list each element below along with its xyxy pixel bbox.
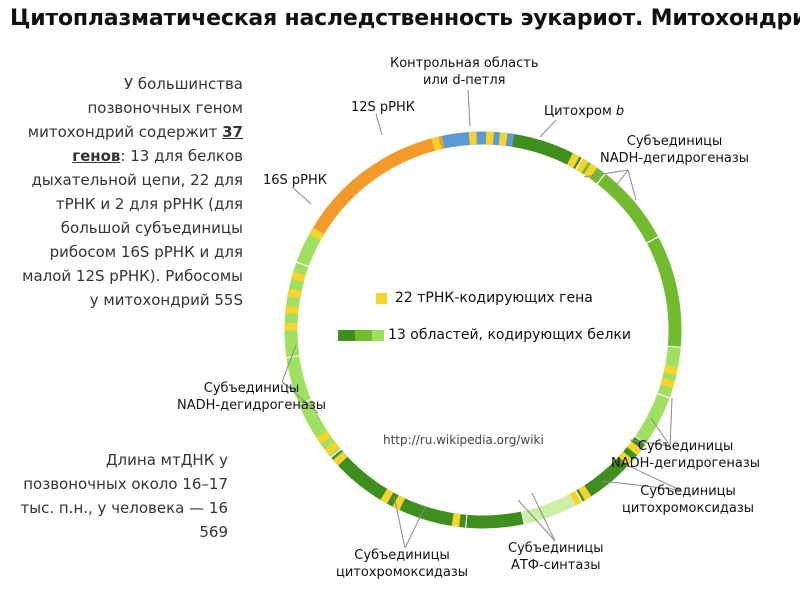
ring-cytochrome-b bbox=[511, 133, 583, 170]
leader-line bbox=[619, 461, 681, 491]
leader-line bbox=[583, 169, 629, 178]
label-nadh-left-line1: Субъединицы bbox=[203, 381, 300, 396]
legend-protein-label: 13 областей, кодирующих белки bbox=[388, 327, 631, 343]
ring-nadh-right-upper bbox=[575, 158, 682, 348]
label-nadh-right: Субъединицы NADH-дегидрогеназы bbox=[611, 438, 760, 472]
ring-trna-gene bbox=[309, 227, 325, 241]
label-leader-lines bbox=[281, 89, 681, 549]
label-nadh-left: Субъединицы NADH-дегидрогеназы bbox=[177, 380, 326, 414]
label-control-region: Контрольная область или d-петля bbox=[390, 55, 538, 89]
ring-nadh-right-lower bbox=[634, 346, 681, 444]
ring-trna-gene bbox=[316, 430, 332, 445]
leader-line bbox=[375, 113, 383, 136]
ring-trna-gene bbox=[380, 488, 394, 504]
ring-segment-separator bbox=[575, 490, 583, 503]
ring-16s-rrna bbox=[311, 158, 391, 238]
ring-trna-gene bbox=[575, 157, 589, 173]
label-cox-bottom-line1: Субъединицы bbox=[354, 548, 450, 563]
ring-trna-gene bbox=[324, 441, 340, 456]
ring-trna-gene bbox=[498, 132, 508, 146]
leader-line bbox=[404, 506, 426, 549]
ring-trna-gene bbox=[451, 513, 461, 528]
label-nadh-left-line2: NADH-дегидрогеназы bbox=[177, 398, 327, 413]
ring-control-region bbox=[441, 131, 515, 149]
label-16s-rrna: 16S рРНК bbox=[263, 173, 328, 188]
leader-line bbox=[517, 499, 556, 542]
label-cox-right: Субъединицы цитохромоксидазы bbox=[622, 483, 754, 517]
leader-line bbox=[601, 480, 681, 491]
label-nadh-right-line1: Субъединицы bbox=[637, 439, 734, 454]
mtdna-length-note: Длина мтДНК у позвоночных около 16–17 ты… bbox=[20, 451, 229, 541]
label-12s-rrna: 12S рРНК bbox=[351, 100, 416, 115]
leader-line bbox=[539, 119, 557, 138]
label-cox-right-line2: цитохромоксидазы bbox=[622, 501, 755, 516]
label-control-region-line2: или d-петля bbox=[423, 73, 506, 88]
label-atp-line1: Субъединицы bbox=[508, 541, 604, 556]
leader-line bbox=[611, 169, 629, 192]
ring-trna-gene bbox=[578, 485, 592, 501]
legend-protein-swatch-dark bbox=[338, 330, 355, 341]
ring-segment-separator bbox=[667, 345, 681, 348]
leader-line bbox=[281, 344, 297, 383]
genome-description-rest: : 13 для белков дыхательной цепи, 22 для… bbox=[22, 147, 243, 309]
ring-segment-separator bbox=[286, 355, 300, 359]
ring-segment-separator bbox=[634, 435, 646, 445]
legend-trna-swatch bbox=[376, 293, 387, 304]
label-nadh-top: Субъединицы NADH-дегидрогеназы bbox=[600, 133, 749, 167]
leader-line bbox=[650, 417, 671, 447]
label-nadh-right-line2: NADH-дегидрогеназы bbox=[611, 456, 761, 471]
legend-protein-swatch-light bbox=[372, 330, 384, 341]
ring-segment-separator bbox=[575, 157, 583, 170]
leader-line bbox=[393, 495, 406, 549]
ring-trna-gene bbox=[291, 271, 306, 283]
label-atp-line2: АТФ-синтазы bbox=[510, 558, 601, 573]
label-nadh-top-line2: NADH-дегидрогеназы bbox=[600, 151, 750, 166]
page-title: Цитоплазматическая наследственность эука… bbox=[10, 6, 800, 31]
ring-segment-separator bbox=[596, 173, 606, 185]
legend-trna-label: 22 тРНК-кодирующих гена bbox=[395, 290, 593, 306]
genes-count-highlight: 37 генов bbox=[72, 123, 243, 165]
source-url: http://ru.wikipedia.org/wiki bbox=[383, 433, 544, 447]
ring-segment-separator bbox=[296, 261, 309, 268]
ring-segment-separator bbox=[330, 448, 342, 459]
label-cox-bottom-line2: цитохромоксидазы bbox=[336, 565, 469, 580]
ring-trna-gene bbox=[285, 305, 299, 315]
ring-trna-gene bbox=[618, 451, 634, 466]
legend-swatches bbox=[338, 293, 387, 341]
ring-segment-separator bbox=[520, 511, 525, 525]
ring-trna-gene bbox=[660, 377, 675, 389]
label-nadh-top-line1: Субъединицы bbox=[626, 134, 723, 149]
leader-line bbox=[291, 186, 312, 205]
label-cox-right-line1: Субъединицы bbox=[640, 484, 736, 499]
leader-line bbox=[467, 89, 471, 127]
ring-trna-gene bbox=[332, 451, 348, 466]
label-cytochrome-b: Цитохром b bbox=[544, 104, 625, 119]
ring-trna-gene bbox=[431, 136, 442, 151]
ring-trna-gene bbox=[287, 288, 302, 299]
ring-nadh-left bbox=[284, 230, 341, 458]
genome-description: У большинства позвоночных геном митохонд… bbox=[18, 72, 243, 312]
ring-trna-gene bbox=[392, 495, 405, 511]
label-cox-bottom: Субъединицы цитохромоксидазы bbox=[336, 547, 468, 581]
leader-line bbox=[281, 381, 319, 414]
leader-line bbox=[627, 169, 637, 201]
ring-segment-separator bbox=[646, 236, 659, 244]
leader-line bbox=[629, 439, 671, 447]
ring-segment-separator bbox=[657, 392, 670, 399]
leader-line bbox=[669, 397, 673, 447]
ring-trna-gene bbox=[569, 490, 583, 506]
ring-trna-gene bbox=[663, 365, 678, 375]
label-atp-synthase: Субъединицы АТФ-синтазы bbox=[508, 540, 603, 574]
genome-description-lead: У большинства позвоночных геном митохонд… bbox=[27, 75, 243, 141]
ring-trna-gene bbox=[626, 441, 642, 456]
label-control-region-line1: Контрольная область bbox=[390, 56, 539, 71]
leader-line bbox=[531, 492, 556, 542]
ring-segment-separator bbox=[465, 514, 468, 528]
ring-trna-gene bbox=[566, 152, 580, 168]
legend-protein-swatch-mid bbox=[355, 330, 372, 341]
ring-cox-bottom bbox=[330, 449, 525, 529]
mtdna-ring bbox=[284, 131, 682, 529]
ring-trna-gene bbox=[583, 163, 598, 179]
